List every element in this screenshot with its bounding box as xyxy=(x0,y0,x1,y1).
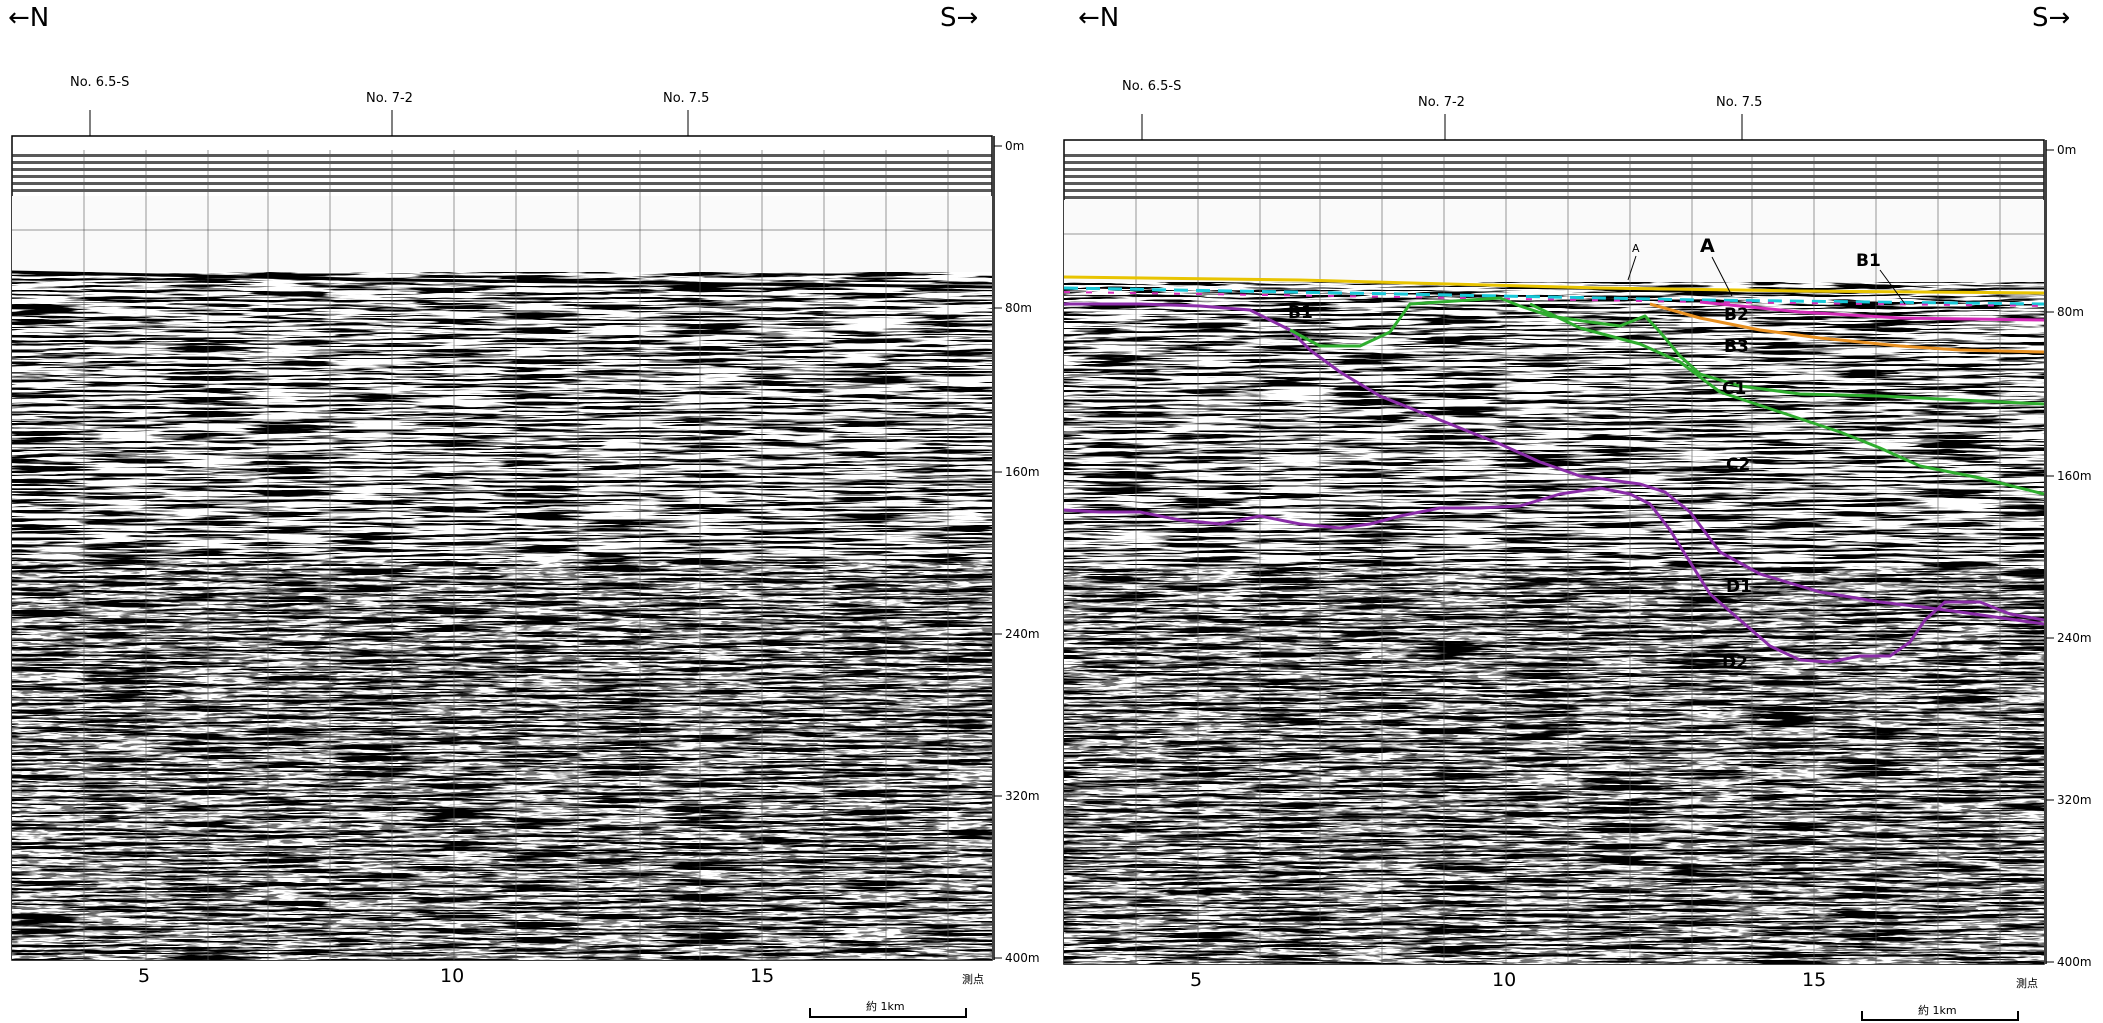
profile-panel-interpreted: ←N S→ No. 6.5-S No. 7-2 No. 7.5 xyxy=(1063,3,2092,1021)
station-label: No. 7.5 xyxy=(1716,95,1762,110)
depth-tick-label: 320m xyxy=(2057,793,2092,807)
horizon-B1-dashed-line xyxy=(1063,286,2045,306)
horizon-B1-label: B1 xyxy=(1288,303,1313,323)
depth-tick-label: 320m xyxy=(1005,789,1040,803)
north-direction-label: ←N xyxy=(8,3,49,33)
station-label: No. 6.5-S xyxy=(70,75,129,90)
scale-bar-label: 約 1km xyxy=(866,999,905,1013)
shot-point-label: 10 xyxy=(1492,969,1516,991)
depth-tick-label: 80m xyxy=(1005,301,1032,315)
horizon-D-line xyxy=(1063,486,2045,664)
horizon-A-label: A xyxy=(1700,235,1715,257)
depth-tick-label: 240m xyxy=(2057,631,2092,645)
depth-tick-label: 160m xyxy=(2057,469,2092,483)
horizon-B1-line xyxy=(1064,302,2045,626)
depth-tick-label: 240m xyxy=(1005,627,1040,641)
south-direction-label: S→ xyxy=(2032,3,2070,33)
depth-tick-label: 80m xyxy=(2057,305,2084,319)
depth-tick-label: 0m xyxy=(2057,143,2076,157)
scale-bar-label: 約 1km xyxy=(1918,1003,1957,1017)
station-label: No. 6.5-S xyxy=(1122,79,1181,94)
shot-point-label: 5 xyxy=(1190,969,1202,991)
depth-tick-label: 400m xyxy=(2057,955,2092,969)
horizon-C1-line xyxy=(1289,296,2045,406)
station-label: No. 7.5 xyxy=(663,91,709,106)
station-label: No. 7-2 xyxy=(366,91,413,106)
shot-point-label: 5 xyxy=(138,965,150,987)
depth-tick-label: 160m xyxy=(1005,465,1040,479)
south-direction-label: S→ xyxy=(940,3,978,33)
depth-tick-label: 0m xyxy=(1005,139,1024,153)
shot-point-label: 15 xyxy=(1802,969,1826,991)
horizon-C2-label: C2 xyxy=(1726,455,1750,475)
horizon-A-small-label: A xyxy=(1632,242,1640,255)
horizon-C1-label: C1 xyxy=(1722,379,1746,399)
horizon-D2-label: D2 xyxy=(1722,653,1748,673)
shot-point-unit-label: 測点 xyxy=(2016,976,2038,990)
depth-tick-label: 400m xyxy=(1005,951,1040,965)
horizon-B2-line xyxy=(1649,302,2045,354)
north-direction-label: ←N xyxy=(1078,3,1119,33)
horizon-B2-label: B2 xyxy=(1724,305,1749,325)
horizon-C2-line xyxy=(1529,302,2045,496)
shot-point-unit-label: 測点 xyxy=(962,972,984,986)
shot-point-label: 10 xyxy=(440,965,464,987)
horizon-A-line xyxy=(1063,275,2045,295)
horizon-lines xyxy=(1063,275,2045,664)
shot-point-label: 15 xyxy=(750,965,774,987)
horizon-D1-label: D1 xyxy=(1726,577,1752,597)
profile-panel-original: ←N S→ No. 6.5-S No. 7-2 No. 7.5 xyxy=(8,3,1040,1018)
station-label: No. 7-2 xyxy=(1418,95,1465,110)
horizon-B1-label: B1 xyxy=(1856,251,1881,271)
horizon-B3-label: B3 xyxy=(1724,337,1749,357)
